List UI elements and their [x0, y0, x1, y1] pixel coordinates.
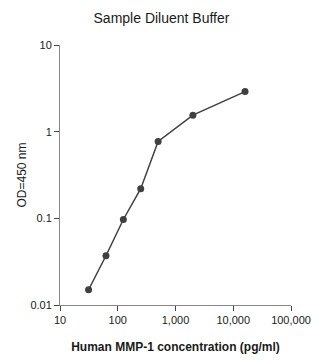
svg-text:0.1: 0.1 — [37, 212, 52, 224]
svg-text:Sample Diluent Buffer: Sample Diluent Buffer — [94, 10, 230, 26]
svg-text:OD=450 nm: OD=450 nm — [15, 142, 29, 207]
svg-text:100,000: 100,000 — [271, 314, 311, 326]
svg-text:0.01: 0.01 — [30, 299, 51, 311]
svg-text:100: 100 — [109, 314, 127, 326]
svg-text:10: 10 — [40, 39, 52, 51]
svg-text:Human MMP-1 concentration (pg/: Human MMP-1 concentration (pg/ml) — [71, 340, 280, 354]
svg-text:1,000: 1,000 — [162, 314, 190, 326]
svg-text:1: 1 — [46, 126, 52, 138]
svg-text:10,000: 10,000 — [216, 314, 250, 326]
svg-text:10: 10 — [54, 314, 66, 326]
